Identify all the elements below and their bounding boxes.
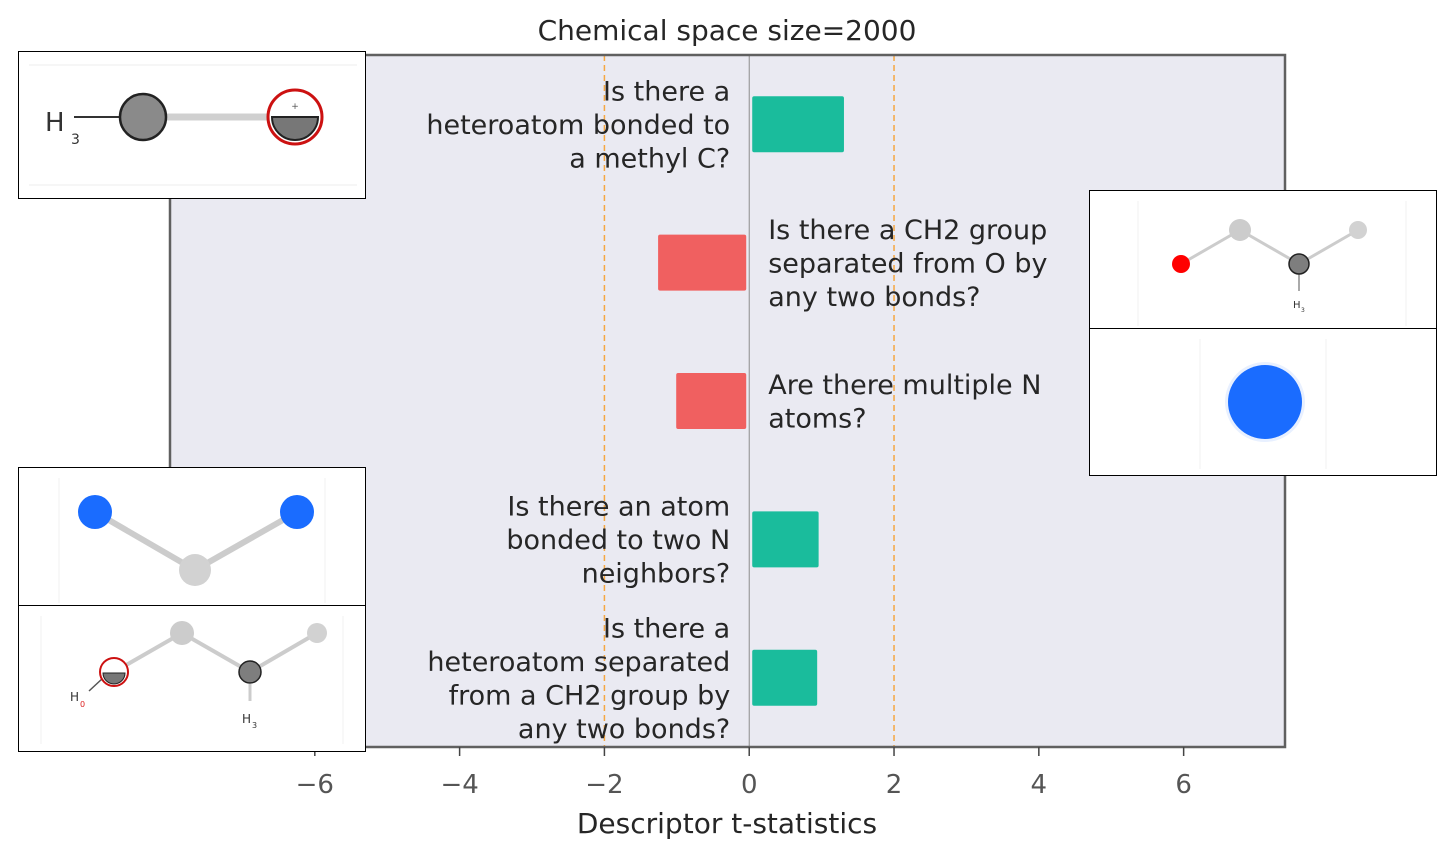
bar-label: Is there a heteroatom separated from a CH2… bbox=[427, 613, 730, 745]
molecule-structure-icon bbox=[58, 478, 326, 603]
bar-label-line: Are there multiple N bbox=[768, 370, 1041, 401]
bar-labels: Is there a heteroatom bonded to a methyl C… bbox=[426, 76, 1047, 744]
bar-label-line: bonded to two N bbox=[506, 525, 730, 556]
bar-label-line: Is there a bbox=[603, 613, 730, 644]
bar-label-line: neighbors? bbox=[582, 559, 731, 590]
bar-label-line: heteroatom separated bbox=[427, 647, 730, 678]
h3-label: H bbox=[45, 108, 65, 138]
threshold-lines bbox=[603, 55, 895, 747]
bar-label-line: Is there a CH2 group bbox=[768, 215, 1047, 246]
bar-label-line: any two bonds? bbox=[518, 714, 730, 745]
bar bbox=[752, 96, 844, 153]
x-tick-label: 4 bbox=[1031, 770, 1048, 800]
bar bbox=[752, 649, 818, 706]
bar-label-line: a methyl C? bbox=[569, 143, 730, 174]
h3-label: H bbox=[1293, 300, 1301, 311]
bars bbox=[658, 96, 844, 706]
molecule-structure-icon bbox=[1199, 339, 1327, 469]
x-tick-label: −6 bbox=[296, 770, 334, 800]
molecule-structure-icon: H 0 H 3 bbox=[40, 616, 344, 744]
x-tick-label: −4 bbox=[440, 770, 478, 800]
h-subscript: 0 bbox=[80, 700, 85, 709]
chart-title: Chemical space size=2000 bbox=[538, 14, 917, 47]
bar-label-line: heteroatom bonded to bbox=[426, 110, 730, 141]
bar bbox=[676, 373, 747, 429]
molecule-inset-methyl-heteroatom: + H 3 bbox=[18, 51, 366, 199]
molecule-inset-heteroatom-ch2: H 0 H 3 bbox=[18, 605, 366, 752]
molecule-inset-ch2-from-o: H 3 bbox=[1089, 190, 1437, 330]
bar-label: Is there a heteroatom bonded to a methyl C… bbox=[426, 76, 730, 174]
h3-label: H bbox=[242, 712, 251, 726]
x-axis-label: Descriptor t-statistics bbox=[577, 807, 877, 840]
x-tick-label: 0 bbox=[741, 770, 758, 800]
bar bbox=[752, 511, 819, 568]
molecule-structure-icon: H 3 bbox=[1137, 201, 1407, 326]
h3-subscript: 3 bbox=[71, 132, 80, 148]
svg-text:+: + bbox=[291, 102, 299, 112]
bar-label-line: any two bonds? bbox=[768, 282, 980, 313]
bar-label: Is there a CH2 group separated from O by a… bbox=[768, 215, 1047, 313]
bar bbox=[658, 234, 747, 291]
h3-subscript: 3 bbox=[252, 721, 257, 730]
molecule-structure-icon: + H 3 bbox=[29, 64, 357, 186]
x-tick-label: 2 bbox=[886, 770, 903, 800]
h3-subscript: 3 bbox=[1301, 307, 1305, 314]
bar-label-line: Is there an atom bbox=[507, 492, 730, 523]
molecule-inset-two-n-neighbors bbox=[18, 467, 366, 607]
x-tick-label: 6 bbox=[1175, 770, 1192, 800]
bar-label-line: Is there a bbox=[603, 76, 730, 107]
x-tick-label: −2 bbox=[585, 770, 623, 800]
molecule-inset-multiple-n bbox=[1089, 328, 1437, 476]
bar-label-line: atoms? bbox=[768, 403, 866, 434]
h-label: H bbox=[70, 690, 79, 704]
bar-label-line: separated from O by bbox=[768, 248, 1047, 279]
x-axis-ticks: −6 −4 −2 0 2 4 6 bbox=[296, 747, 1192, 800]
bar-label-line: from a CH2 group by bbox=[449, 680, 731, 711]
